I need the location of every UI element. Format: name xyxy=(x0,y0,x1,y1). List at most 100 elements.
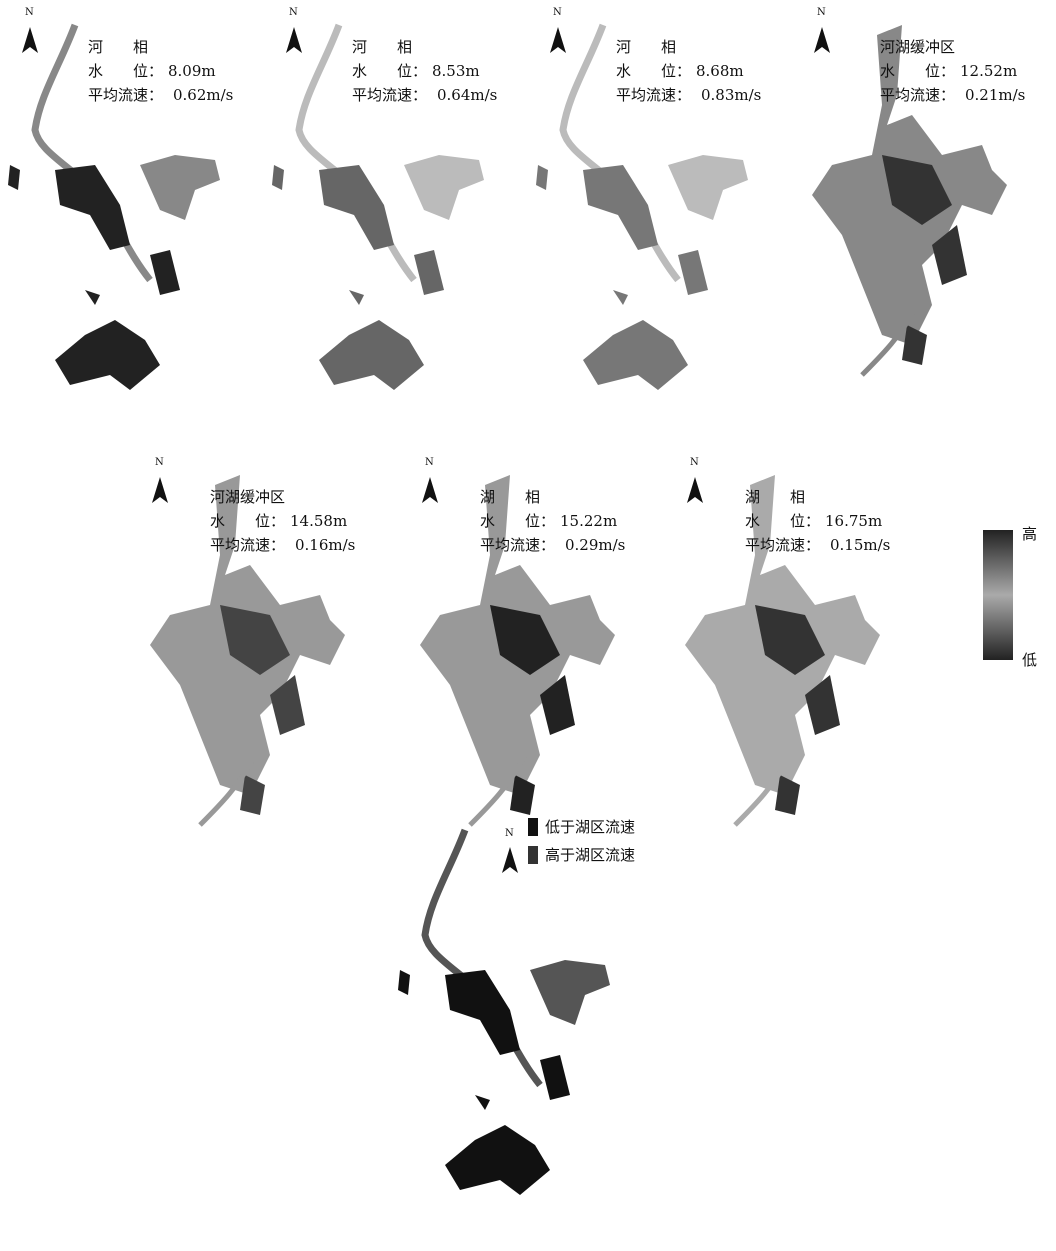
map-panel: N 河湖缓冲区水 位： 12.52m 平均流速： 0.21m/s xyxy=(792,5,1056,405)
water-area xyxy=(475,1095,490,1110)
map xyxy=(8,23,220,390)
water-area xyxy=(445,1125,550,1195)
water-area xyxy=(445,970,520,1055)
velocity: 0.29m/s xyxy=(565,536,626,554)
water-area xyxy=(805,675,840,735)
water-area xyxy=(240,775,265,815)
map xyxy=(536,23,748,390)
phase-label: 河 相 xyxy=(88,38,149,56)
map xyxy=(150,475,345,827)
water-area xyxy=(583,320,688,390)
water-area xyxy=(55,165,130,250)
velocity-panel: N 低于湖区流速 高于湖区流速 xyxy=(390,810,640,1250)
river xyxy=(421,828,543,1088)
velocity: 0.21m/s xyxy=(965,86,1026,104)
river xyxy=(860,303,920,377)
north-label: N xyxy=(817,7,826,18)
water-area xyxy=(775,775,800,815)
water-area xyxy=(668,155,748,220)
water-area xyxy=(678,250,708,295)
map-panel: N 河 相水 位： 8.68m 平均流速： 0.83m/s xyxy=(528,5,792,405)
map-panel: N 河 相水 位： 8.53m 平均流速： 0.64m/s xyxy=(264,5,528,405)
water-area xyxy=(404,155,484,220)
water-level: 8.68m xyxy=(696,62,744,80)
map-panel: N 湖 相水 位： 15.22m 平均流速： 0.29m/s xyxy=(400,455,664,855)
map xyxy=(398,828,610,1195)
water-area xyxy=(540,675,575,735)
colorbar xyxy=(983,530,1013,660)
river xyxy=(468,753,528,827)
water-level: 16.75m xyxy=(825,512,883,530)
water-level-label: 水 位： xyxy=(745,512,821,530)
north-arrow xyxy=(152,477,168,503)
water-level: 8.53m xyxy=(432,62,480,80)
phase-label: 湖 相 xyxy=(745,488,806,506)
map xyxy=(272,23,484,390)
velocity-label: 平均流速： xyxy=(88,86,164,104)
water-level-label: 水 位： xyxy=(616,62,692,80)
north-arrow xyxy=(814,27,830,53)
water-level: 15.22m xyxy=(560,512,618,530)
water-area xyxy=(490,605,560,675)
phase-label: 河 相 xyxy=(616,38,677,56)
water-area xyxy=(932,225,967,285)
water-level: 14.58m xyxy=(290,512,348,530)
water-area xyxy=(349,290,364,305)
water-area xyxy=(272,165,284,190)
colorbar-high: 高 xyxy=(1022,525,1038,543)
water-area xyxy=(755,605,825,675)
water-area xyxy=(583,165,658,250)
map xyxy=(420,475,615,827)
north-arrow xyxy=(502,847,518,873)
water-area xyxy=(398,970,410,995)
map xyxy=(685,475,880,827)
water-area xyxy=(319,320,424,390)
water-level-label: 水 位： xyxy=(210,512,286,530)
water-area xyxy=(140,155,220,220)
north-label: N xyxy=(289,7,298,18)
velocity-label: 平均流速： xyxy=(210,536,286,554)
water-area xyxy=(530,960,610,1025)
velocity-label: 平均流速： xyxy=(745,536,821,554)
water-level-label: 水 位： xyxy=(880,62,956,80)
water-area xyxy=(536,165,548,190)
water-area xyxy=(8,165,20,190)
north-arrow xyxy=(286,27,302,53)
map-panel: N 湖 相水 位： 16.75m 平均流速： 0.15m/s xyxy=(665,455,929,855)
velocity-label: 平均流速： xyxy=(880,86,956,104)
water-area xyxy=(882,155,952,225)
river xyxy=(733,753,793,827)
colorbar-low: 低 xyxy=(1022,651,1038,669)
north-arrow xyxy=(687,477,703,503)
water-level: 8.09m xyxy=(168,62,216,80)
map-panel: N 河湖缓冲区水 位： 14.58m 平均流速： 0.16m/s xyxy=(130,455,394,855)
north-label: N xyxy=(505,828,514,839)
north-label: N xyxy=(25,7,34,18)
velocity: 0.64m/s xyxy=(437,86,498,104)
phase-label: 河 相 xyxy=(352,38,413,56)
velocity: 0.16m/s xyxy=(295,536,356,554)
map-panel: N 河 相水 位： 8.09m 平均流速： 0.62m/s xyxy=(0,5,264,405)
river xyxy=(198,753,258,827)
velocity-label: 平均流速： xyxy=(352,86,428,104)
water-area xyxy=(613,290,628,305)
north-label: N xyxy=(425,457,434,468)
water-area xyxy=(55,320,160,390)
north-label: N xyxy=(553,7,562,18)
north-label: N xyxy=(690,457,699,468)
water-area xyxy=(510,775,535,815)
phase-label: 湖 相 xyxy=(480,488,541,506)
velocity: 0.62m/s xyxy=(173,86,234,104)
map xyxy=(812,25,1007,377)
legend-label: 高于湖区流速 xyxy=(545,846,636,864)
legend-swatch xyxy=(528,846,538,864)
water-area xyxy=(220,605,290,675)
velocity-label: 平均流速： xyxy=(616,86,692,104)
velocity: 0.15m/s xyxy=(830,536,891,554)
velocity-label: 平均流速： xyxy=(480,536,556,554)
north-label: N xyxy=(155,457,164,468)
legend-label: 低于湖区流速 xyxy=(545,818,636,836)
phase-label: 河湖缓冲区 xyxy=(210,488,286,506)
water-level-label: 水 位： xyxy=(480,512,556,530)
legend-swatch xyxy=(528,818,538,836)
